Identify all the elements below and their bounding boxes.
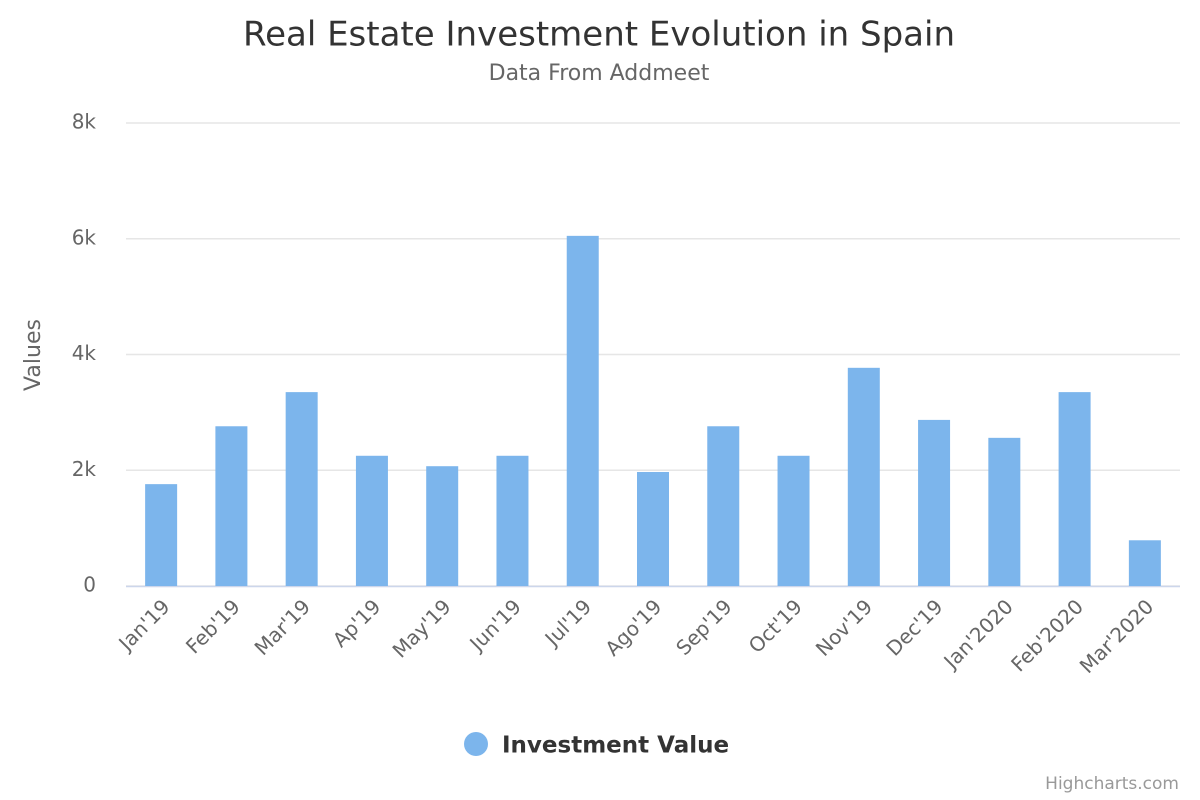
x-tick-label: Ago'19: [600, 594, 666, 660]
bar: [426, 466, 459, 586]
bar: [1128, 540, 1161, 586]
bar: [847, 367, 880, 586]
x-tick-label: Nov'19: [811, 594, 877, 660]
bar: [707, 426, 740, 586]
x-tick-label: Ap'19: [328, 594, 386, 652]
bar: [777, 455, 810, 586]
x-tick-label: Mar'2020: [1075, 594, 1159, 678]
y-tick-label: 0: [83, 573, 96, 597]
x-tick-label: Mar'19: [250, 594, 316, 660]
x-tick-label: Sep'19: [671, 594, 737, 660]
x-tick-label: Jul'19: [539, 594, 596, 651]
y-tick-label: 8k: [72, 110, 97, 134]
chart-subtitle: Data From Addmeet: [489, 61, 710, 86]
bar: [215, 426, 248, 586]
y-tick-label: 4k: [72, 341, 97, 365]
x-tick-label: Jun'19: [464, 594, 526, 656]
bar: [496, 455, 529, 586]
bar: [566, 235, 599, 586]
credits: Highcharts.com: [1045, 774, 1179, 794]
y-tick-label: 6k: [72, 225, 97, 249]
x-tick-label: Jan'2020: [938, 594, 1018, 674]
legend-marker: [464, 732, 488, 756]
x-tick-label: Dec'19: [881, 594, 947, 660]
x-tick-label: Feb'19: [181, 594, 245, 658]
y-axis-title: Values: [21, 319, 46, 391]
x-tick-label: Jan'19: [112, 594, 174, 656]
bar: [355, 455, 388, 586]
chart-title: Real Estate Investment Evolution in Spai…: [243, 15, 955, 55]
bar: [285, 392, 318, 586]
legend-label: Investment Value: [502, 733, 729, 759]
bar: [637, 471, 669, 586]
bar: [918, 419, 951, 586]
bar: [988, 437, 1021, 586]
x-tick-label: May'19: [388, 594, 456, 662]
bar: [145, 484, 178, 586]
bar: [1058, 392, 1091, 586]
y-tick-label: 2k: [72, 457, 97, 481]
x-tick-label: Feb'2020: [1006, 594, 1088, 676]
x-tick-label: Oct'19: [744, 594, 807, 657]
